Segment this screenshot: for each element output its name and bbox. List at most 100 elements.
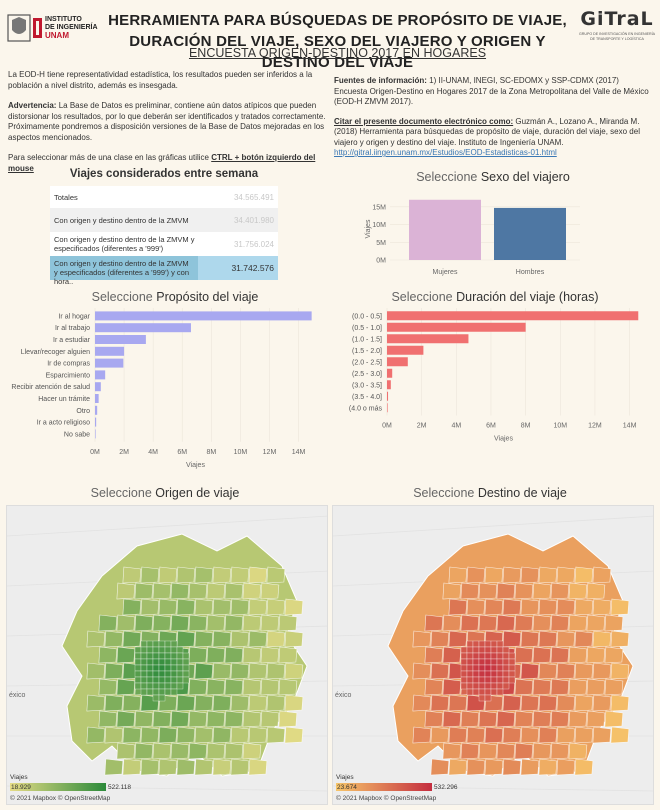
dest-district[interactable] (430, 758, 450, 776)
dest-district-center[interactable] (472, 676, 480, 684)
origin-district[interactable] (206, 614, 226, 632)
dest-district[interactable] (610, 662, 630, 680)
dest-district[interactable] (496, 582, 516, 600)
dest-district-center[interactable] (484, 676, 492, 684)
dest-district[interactable] (574, 662, 594, 680)
dest-district-center[interactable] (460, 652, 468, 660)
dest-district[interactable] (586, 614, 606, 632)
dest-district[interactable] (550, 678, 570, 696)
origin-district-center[interactable] (140, 652, 148, 660)
purpose-bar[interactable] (95, 335, 146, 344)
origin-district-center[interactable] (170, 670, 178, 678)
origin-district[interactable] (122, 598, 142, 616)
purpose-bar[interactable] (95, 382, 101, 392)
origin-district[interactable] (122, 566, 142, 584)
dest-district[interactable] (538, 566, 558, 584)
origin-district[interactable] (284, 630, 304, 648)
dest-district-center[interactable] (484, 640, 492, 648)
dest-district[interactable] (592, 662, 612, 680)
dest-district-center[interactable] (478, 640, 486, 648)
dest-district-center[interactable] (478, 682, 486, 690)
dest-district[interactable] (568, 614, 588, 632)
dest-district[interactable] (460, 614, 480, 632)
dest-district-center[interactable] (490, 664, 498, 672)
origin-district-center[interactable] (158, 652, 166, 660)
origin-district[interactable] (170, 582, 190, 600)
dest-district[interactable] (568, 678, 588, 696)
origin-district[interactable] (278, 710, 298, 728)
origin-district-center[interactable] (146, 646, 154, 654)
purpose-bar[interactable] (95, 417, 97, 427)
origin-district[interactable] (212, 662, 232, 680)
origin-district-center[interactable] (170, 688, 178, 696)
dest-district[interactable] (568, 646, 588, 664)
dest-district[interactable] (532, 614, 552, 632)
origin-district[interactable] (224, 614, 244, 632)
origin-district[interactable] (242, 614, 262, 632)
dest-district[interactable] (568, 710, 588, 728)
origin-district[interactable] (284, 598, 304, 616)
dest-district[interactable] (430, 662, 450, 680)
origin-map[interactable]: éxico Viajes 18.929 522.118 © 2021 Mapbo… (6, 505, 328, 805)
dest-district-center[interactable] (466, 652, 474, 660)
origin-district[interactable] (170, 614, 190, 632)
dest-district[interactable] (574, 758, 594, 776)
dest-district-center[interactable] (466, 688, 474, 696)
dest-district[interactable] (574, 566, 594, 584)
origin-district-center[interactable] (140, 646, 148, 654)
dest-district[interactable] (568, 742, 588, 760)
origin-district[interactable] (176, 630, 196, 648)
dest-district-center[interactable] (478, 652, 486, 660)
origin-district[interactable] (194, 662, 214, 680)
origin-district-center[interactable] (140, 688, 148, 696)
origin-district[interactable] (284, 662, 304, 680)
origin-district-center[interactable] (170, 646, 178, 654)
origin-district[interactable] (248, 726, 268, 744)
dest-district[interactable] (556, 694, 576, 712)
dest-district-center[interactable] (478, 646, 486, 654)
dest-district-center[interactable] (460, 658, 468, 666)
origin-district[interactable] (260, 710, 280, 728)
origin-district-center[interactable] (140, 658, 148, 666)
origin-district[interactable] (116, 678, 136, 696)
dest-district-center[interactable] (484, 694, 492, 702)
dest-district-center[interactable] (508, 676, 516, 684)
dest-district[interactable] (442, 614, 462, 632)
origin-district-center[interactable] (158, 664, 166, 672)
dest-district[interactable] (532, 646, 552, 664)
origin-district[interactable] (260, 646, 280, 664)
origin-district[interactable] (212, 566, 232, 584)
origin-district-center[interactable] (152, 640, 160, 648)
origin-district[interactable] (212, 598, 232, 616)
dest-district[interactable] (514, 742, 534, 760)
dest-district-center[interactable] (496, 640, 504, 648)
origin-district-center[interactable] (164, 670, 172, 678)
dest-district[interactable] (412, 726, 432, 744)
origin-map-regions[interactable] (7, 506, 328, 805)
dest-district[interactable] (520, 662, 540, 680)
dest-map[interactable]: éxico Viajes 23.674 532.296 © 2021 Mapbo… (332, 505, 654, 805)
origin-district[interactable] (122, 758, 142, 776)
dest-district[interactable] (502, 726, 522, 744)
origin-district[interactable] (134, 710, 154, 728)
origin-district[interactable] (212, 726, 232, 744)
origin-district-center[interactable] (146, 658, 154, 666)
dest-district[interactable] (496, 614, 516, 632)
dest-district[interactable] (538, 726, 558, 744)
dest-district-center[interactable] (484, 682, 492, 690)
dest-district[interactable] (604, 614, 624, 632)
origin-district[interactable] (104, 630, 124, 648)
dest-district[interactable] (514, 646, 534, 664)
origin-district-center[interactable] (176, 664, 184, 672)
dest-district[interactable] (478, 710, 498, 728)
dest-district[interactable] (610, 598, 630, 616)
dest-district[interactable] (604, 646, 624, 664)
origin-district-center[interactable] (158, 694, 166, 702)
dest-district-center[interactable] (472, 640, 480, 648)
origin-district-center[interactable] (170, 682, 178, 690)
origin-district-center[interactable] (176, 682, 184, 690)
dest-district-center[interactable] (460, 646, 468, 654)
origin-district[interactable] (188, 646, 208, 664)
origin-district[interactable] (86, 630, 106, 648)
dest-district-center[interactable] (478, 664, 486, 672)
